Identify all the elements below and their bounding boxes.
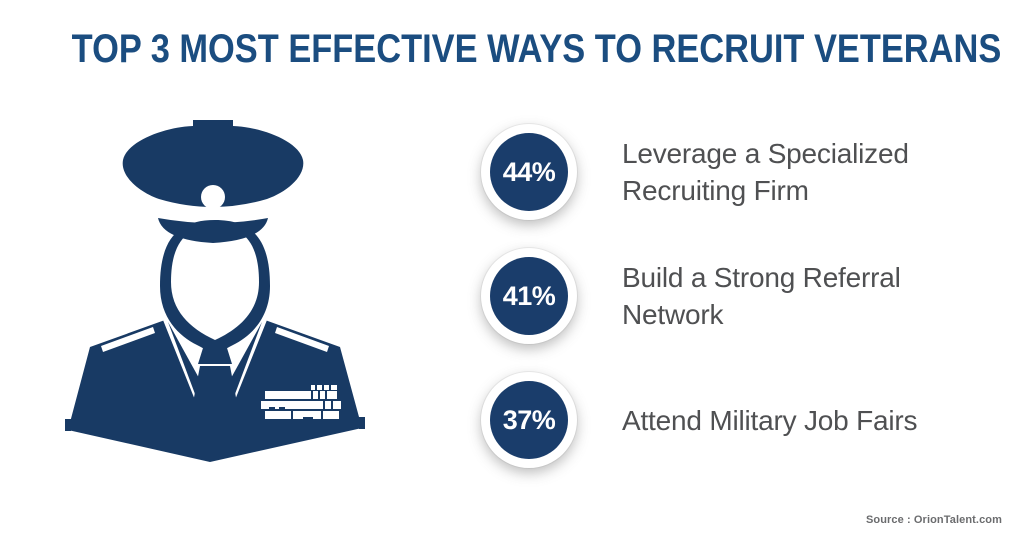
percent-badge: 41% <box>481 248 577 344</box>
stat-label-line1: Attend Military Job Fairs <box>622 404 918 436</box>
face-shape <box>171 226 259 340</box>
stat-row-referral-network: 41% Build a Strong Referral Network <box>481 246 901 346</box>
percent-value: 41% <box>490 257 568 335</box>
service-ribbons <box>261 385 341 419</box>
stat-label-line2: Network <box>622 299 724 330</box>
military-officer-illustration <box>65 120 365 462</box>
stat-label: Leverage a Specialized Recruiting Firm <box>622 135 909 209</box>
stat-label: Build a Strong Referral Network <box>622 259 901 333</box>
left-epaulette <box>101 327 155 352</box>
stat-label-line1: Build a Strong Referral <box>622 262 901 293</box>
left-cuff-tab <box>65 419 71 431</box>
left-lapel <box>168 322 205 394</box>
stat-row-job-fairs: 37% Attend Military Job Fairs <box>481 370 918 470</box>
infographic-title: TOP 3 MOST EFFECTIVE WAYS TO RECRUIT VET… <box>71 27 1002 71</box>
right-lapel <box>225 322 262 394</box>
percent-badge: 44% <box>481 124 577 220</box>
cap-visor <box>158 218 268 243</box>
percent-value: 37% <box>490 381 568 459</box>
right-cuff-tab <box>359 417 365 429</box>
cap-emblem-icon <box>201 185 225 209</box>
right-epaulette <box>275 327 329 352</box>
stat-row-specialized-firm: 44% Leverage a Specialized Recruiting Fi… <box>481 122 909 222</box>
cap-crown <box>122 120 304 207</box>
stat-label: Attend Military Job Fairs <box>622 402 918 439</box>
source-attribution: Source : OrionTalent.com <box>865 514 1002 526</box>
stat-list: 44% Leverage a Specialized Recruiting Fi… <box>481 122 1011 522</box>
stat-label-line1: Leverage a Specialized <box>622 138 909 169</box>
percent-badge: 37% <box>481 372 577 468</box>
stat-label-line2: Recruiting Firm <box>622 175 809 206</box>
tie-shape <box>188 348 242 454</box>
percent-value: 44% <box>490 133 568 211</box>
